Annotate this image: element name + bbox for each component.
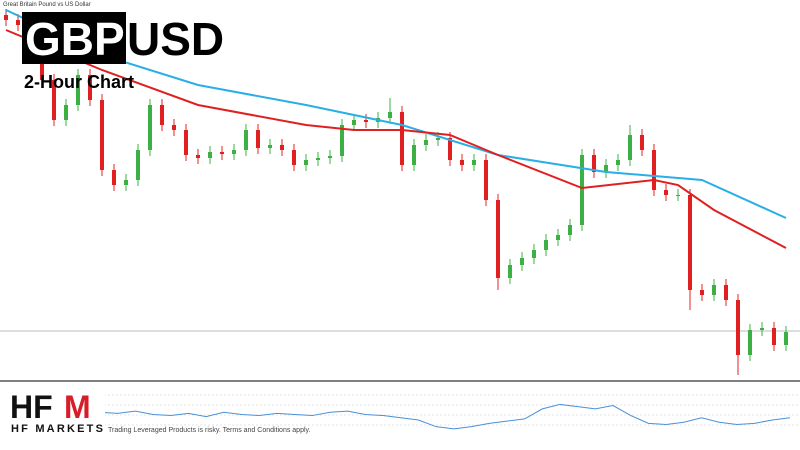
candle-body: [460, 160, 464, 165]
symbol-base: GBP: [25, 13, 125, 65]
candle-body: [64, 105, 68, 120]
candle-body: [748, 330, 752, 355]
candle-body: [316, 158, 320, 160]
candle-body: [628, 135, 632, 160]
candle-body: [124, 180, 128, 185]
candle-body: [496, 200, 500, 278]
candle-body: [484, 160, 488, 200]
candle-body: [268, 145, 272, 148]
candle-body: [424, 140, 428, 145]
logo-bg: [0, 384, 105, 450]
candle-body: [724, 285, 728, 300]
disclaimer: Trading Leveraged Products is risky. Ter…: [108, 427, 311, 434]
candle-body: [220, 152, 224, 154]
candle-body: [292, 150, 296, 165]
candle-body: [16, 20, 20, 25]
candle-body: [568, 225, 572, 235]
candle-body: [772, 328, 776, 345]
candle-body: [412, 145, 416, 165]
candle-body: [676, 195, 680, 196]
candle-body: [88, 75, 92, 100]
moving-average: [5, 29, 787, 249]
candle-body: [52, 80, 56, 120]
candle-body: [640, 135, 644, 150]
candle-body: [208, 152, 212, 158]
candle-body: [532, 250, 536, 258]
candle-body: [664, 190, 668, 195]
candle-body: [700, 290, 704, 295]
candle-body: [160, 105, 164, 125]
logo-m: M: [64, 389, 91, 425]
candle-body: [604, 165, 608, 172]
candle-body: [364, 120, 368, 122]
logo-hf: HF: [10, 389, 53, 425]
candle-body: [760, 328, 764, 330]
candle-body: [784, 332, 788, 345]
candle-body: [472, 160, 476, 165]
candle-body: [580, 155, 584, 225]
candle-body: [616, 160, 620, 165]
candle-body: [328, 156, 332, 158]
candle-body: [736, 300, 740, 355]
subtitle: 2-Hour Chart: [24, 72, 134, 92]
candle-body: [112, 170, 116, 185]
moving-average: [5, 9, 787, 219]
candle-body: [172, 125, 176, 130]
candle-body: [184, 130, 188, 155]
candle-body: [4, 15, 8, 20]
symbol-quote: USD: [127, 13, 224, 65]
symbol-box: [22, 12, 126, 64]
candle-body: [256, 130, 260, 148]
candle-body: [544, 240, 548, 250]
brand: HF MARKETS: [11, 423, 105, 435]
candle-body: [136, 150, 140, 180]
candle-body: [232, 150, 236, 154]
candle-body: [244, 130, 248, 150]
candle-body: [520, 258, 524, 265]
candle-body: [280, 145, 284, 150]
candle-body: [352, 120, 356, 125]
candle-body: [712, 285, 716, 295]
candle-body: [688, 195, 692, 290]
candle-body: [556, 235, 560, 240]
candle-body: [148, 105, 152, 150]
candle-body: [400, 112, 404, 165]
candle-body: [340, 125, 344, 156]
oscillator-line: [99, 403, 791, 430]
candle-body: [76, 75, 80, 105]
candle-body: [508, 265, 512, 278]
candle-body: [652, 150, 656, 190]
instrument-label: Great Britain Pound vs US Dollar: [3, 2, 91, 8]
candle-body: [448, 138, 452, 160]
candle-body: [304, 160, 308, 165]
candle-body: [436, 138, 440, 140]
candle-body: [592, 155, 596, 172]
candle-body: [100, 100, 104, 170]
candle-body: [196, 155, 200, 158]
candle-body: [388, 112, 392, 118]
